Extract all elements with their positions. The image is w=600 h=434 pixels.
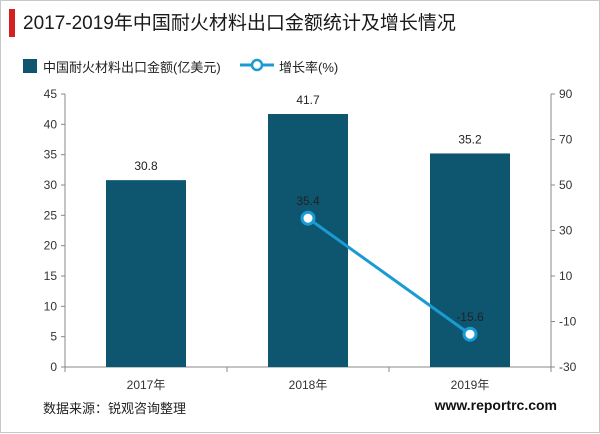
y-left-tick-label: 20 xyxy=(44,239,58,253)
y-left-tick-label: 5 xyxy=(50,330,57,344)
y-left-tick-label: 0 xyxy=(50,360,57,374)
legend-line-label: 增长率(%) xyxy=(279,60,339,75)
website-url[interactable]: www.reportrc.com xyxy=(434,397,557,413)
growth-rate-point xyxy=(462,326,478,342)
y-right-tick-label: 30 xyxy=(559,224,573,238)
bar-2017年 xyxy=(106,180,186,367)
bar-2018年 xyxy=(268,114,348,368)
y-right-tick-label: 90 xyxy=(559,87,573,101)
title-accent-bar xyxy=(9,9,15,37)
bar-value-label: 30.8 xyxy=(134,159,158,173)
y-right-tick-label: 70 xyxy=(559,133,573,147)
growth-rate-line xyxy=(307,216,471,336)
bar-value-label: 35.2 xyxy=(458,132,482,146)
x-tick-label: 2019年 xyxy=(451,378,490,392)
bar-value-label: 41.7 xyxy=(296,93,320,107)
y-right-tick-label: 10 xyxy=(559,269,573,283)
growth-rate-label: -15.6 xyxy=(456,310,484,324)
y-left-tick-label: 10 xyxy=(44,299,58,313)
y-right-tick-label: -10 xyxy=(559,315,577,329)
growth-rate-point xyxy=(300,210,316,226)
legend-bar-label: 中国耐火材料出口金额(亿美元) xyxy=(43,60,221,75)
chart-title: 2017-2019年中国耐火材料出口金额统计及增长情况 xyxy=(23,13,456,34)
y-left-tick-label: 30 xyxy=(44,178,58,192)
y-left-tick-label: 25 xyxy=(44,208,58,222)
y-left-tick-label: 35 xyxy=(44,148,58,162)
y-right-tick-label: -30 xyxy=(559,360,577,374)
x-tick-label: 2017年 xyxy=(127,378,166,392)
source-note: 数据来源：锐观咨询整理 xyxy=(43,401,187,416)
x-tick-label: 2018年 xyxy=(289,378,328,392)
y-left-tick-label: 45 xyxy=(44,87,58,101)
y-left-tick-label: 15 xyxy=(44,269,58,283)
legend-bar-swatch xyxy=(23,59,37,73)
y-right-tick-label: 50 xyxy=(559,178,573,192)
y-left-tick-label: 40 xyxy=(44,117,58,131)
legend-line-swatch xyxy=(240,58,274,72)
growth-rate-label: 35.4 xyxy=(296,194,320,208)
